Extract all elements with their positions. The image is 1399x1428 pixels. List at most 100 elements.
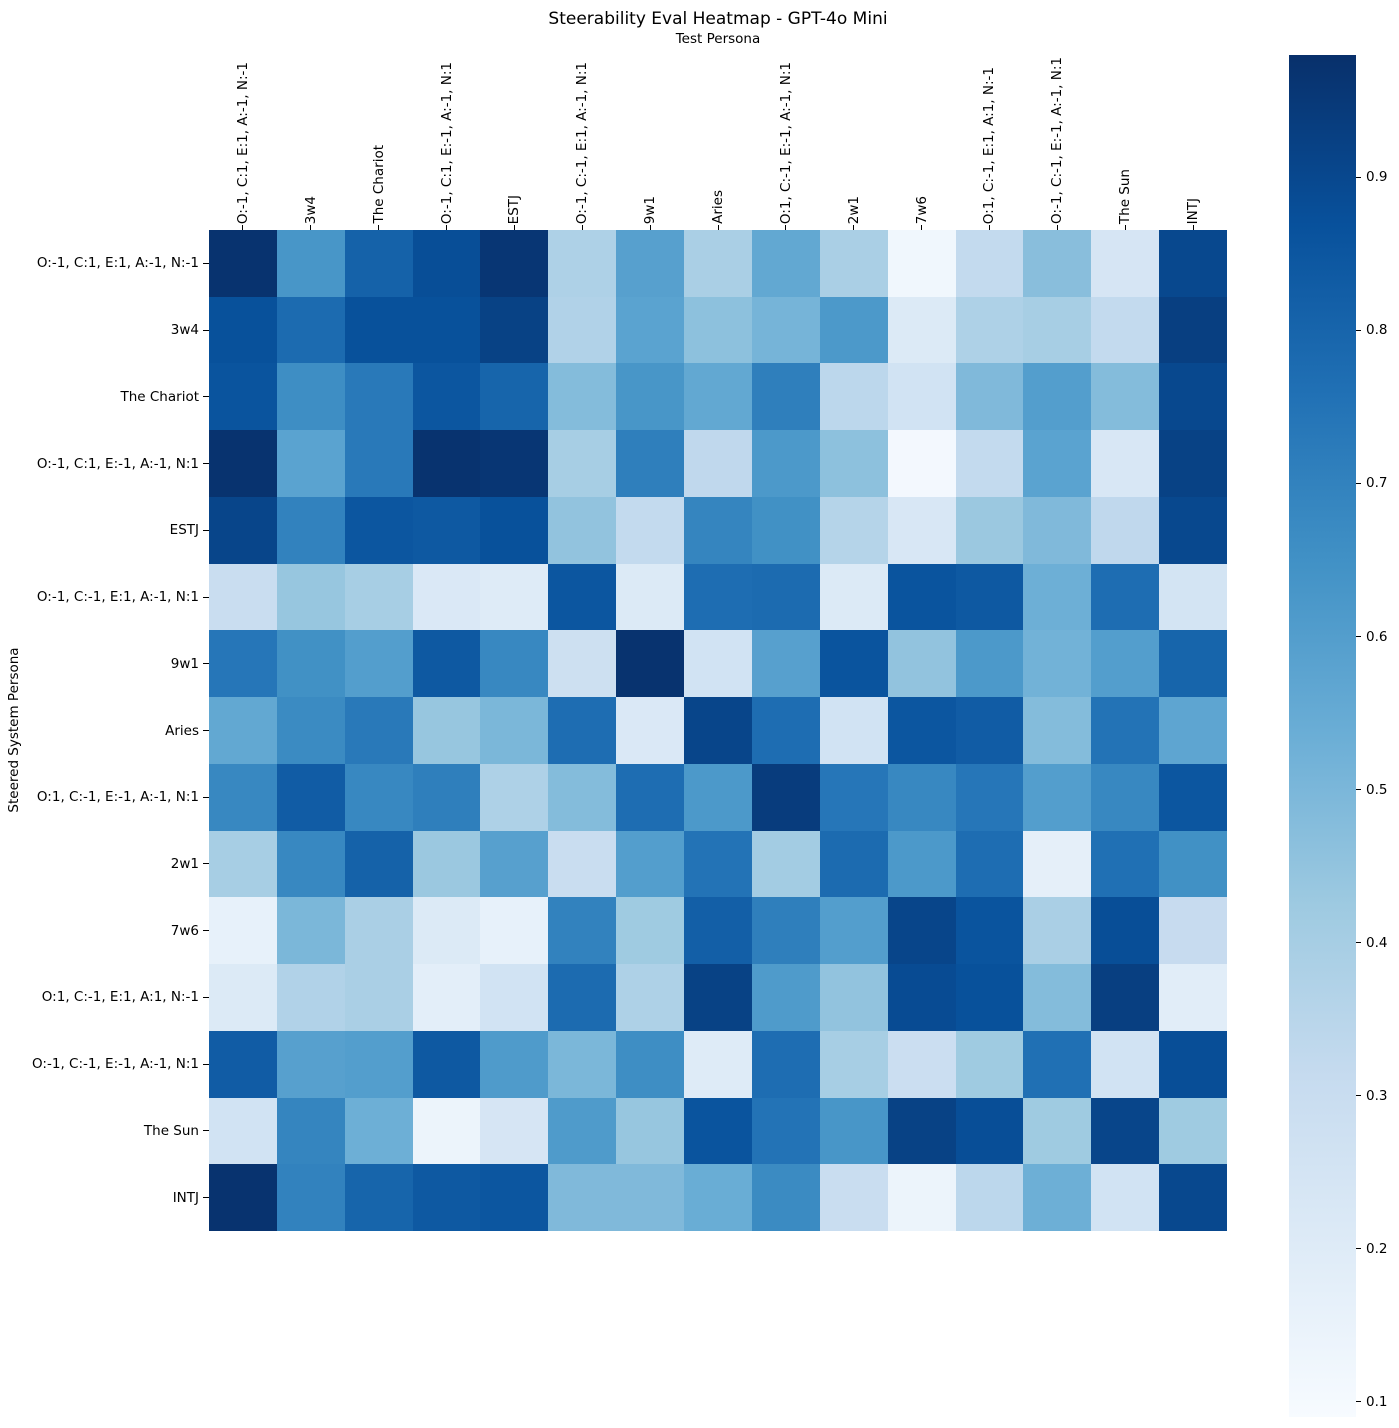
y-tick-mark xyxy=(203,262,209,264)
heatmap-cell xyxy=(616,763,685,831)
heatmap-cell xyxy=(1159,697,1227,764)
colorbar-tick-label: 0.9 xyxy=(1366,169,1388,186)
heatmap-cell xyxy=(412,964,481,1031)
heatmap-cell xyxy=(344,296,413,364)
heatmap-cell xyxy=(955,230,1024,297)
x-tick-mark xyxy=(242,225,244,230)
heatmap-cell xyxy=(412,1164,481,1231)
heatmap-cell xyxy=(209,363,277,431)
heatmap-cell xyxy=(1159,363,1227,431)
x-tick-mark xyxy=(921,225,923,230)
x-tick-label: 7w6 xyxy=(913,195,930,224)
heatmap-cell xyxy=(1091,964,1160,1031)
heatmap-cell xyxy=(887,230,956,297)
heatmap-cell xyxy=(887,1164,956,1231)
heatmap-cell xyxy=(1091,1164,1160,1231)
colorbar-tick-mark xyxy=(1356,329,1361,331)
y-tick-label: 2w1 xyxy=(170,855,199,872)
heatmap-cell xyxy=(276,897,345,965)
heatmap-cell xyxy=(819,496,888,564)
heatmap-cell xyxy=(344,496,413,564)
heatmap-cell xyxy=(548,430,617,497)
x-tick-label: ESTJ xyxy=(506,194,523,224)
heatmap-cell xyxy=(1023,430,1092,497)
y-tick-label: O:-1, C:-1, E:-1, A:-1, N:1 xyxy=(32,1056,199,1073)
heatmap-cell xyxy=(616,830,685,898)
heatmap-cell xyxy=(1159,430,1227,497)
heatmap-cell xyxy=(1159,964,1227,1031)
heatmap-cell xyxy=(1091,496,1160,564)
x-tick-mark xyxy=(446,225,448,230)
heatmap-cell xyxy=(955,363,1024,431)
heatmap-cell xyxy=(955,630,1024,698)
heatmap-cell xyxy=(412,763,481,831)
heatmap-cell xyxy=(344,563,413,631)
y-tick-mark xyxy=(203,329,209,331)
heatmap-cell xyxy=(887,763,956,831)
heatmap-cell xyxy=(1159,897,1227,965)
y-tick-mark xyxy=(203,1130,209,1132)
heatmap-cell xyxy=(616,964,685,1031)
colorbar-tick-label: 0.2 xyxy=(1366,1240,1388,1257)
heatmap-cell xyxy=(955,1030,1024,1098)
heatmap-cell xyxy=(209,563,277,631)
x-tick-mark xyxy=(717,225,719,230)
heatmap-cell xyxy=(344,1164,413,1231)
heatmap xyxy=(209,230,1227,1231)
heatmap-cell xyxy=(1091,563,1160,631)
heatmap-cell xyxy=(684,1164,752,1231)
heatmap-cell xyxy=(955,296,1024,364)
x-tick-labels: O:-1, C:1, E:1, A:-1, N:-1 3w4 The Chariot… xyxy=(209,48,1227,224)
y-tick-label: O:-1, C:1, E:1, A:-1, N:-1 xyxy=(36,255,199,272)
heatmap-cell xyxy=(276,1164,345,1231)
heatmap-cell xyxy=(1023,230,1092,297)
heatmap-cell xyxy=(616,897,685,965)
heatmap-cell xyxy=(684,763,752,831)
x-tick-mark xyxy=(1056,225,1058,230)
heatmap-cell xyxy=(548,830,617,898)
colorbar-tick-mark xyxy=(1356,176,1361,178)
heatmap-cell xyxy=(1159,830,1227,898)
heatmap-cell xyxy=(480,763,549,831)
heatmap-cell xyxy=(480,1097,549,1165)
heatmap-cell xyxy=(684,430,752,497)
colorbar-tick-label: 0.3 xyxy=(1366,1087,1388,1104)
colorbar-tick-label: 0.8 xyxy=(1366,322,1388,339)
heatmap-cell xyxy=(1023,897,1092,965)
heatmap-cell xyxy=(955,430,1024,497)
heatmap-cell xyxy=(616,1097,685,1165)
colorbar-tick-mark xyxy=(1356,1401,1361,1403)
heatmap-cell xyxy=(751,630,820,698)
heatmap-cell xyxy=(480,697,549,764)
x-tick-mark xyxy=(378,225,380,230)
y-tick-label: 9w1 xyxy=(170,655,199,672)
heatmap-cell xyxy=(1091,897,1160,965)
y-tick-label: O:1, C:-1, E:-1, A:-1, N:1 xyxy=(36,789,199,806)
heatmap-cell xyxy=(955,964,1024,1031)
x-tick-mark xyxy=(310,225,312,230)
heatmap-cell xyxy=(1023,363,1092,431)
heatmap-cell xyxy=(955,1097,1024,1165)
x-tick-mark xyxy=(785,225,787,230)
x-tick-label: O:-1, C:-1, E:-1, A:-1, N:1 xyxy=(1049,57,1066,224)
heatmap-cell xyxy=(751,897,820,965)
heatmap-cell xyxy=(209,630,277,698)
y-tick-label: 7w6 xyxy=(170,922,199,939)
heatmap-cell xyxy=(887,897,956,965)
x-tick-mark xyxy=(988,225,990,230)
y-tick-mark xyxy=(203,1063,209,1065)
heatmap-cell xyxy=(276,563,345,631)
heatmap-cell xyxy=(548,763,617,831)
y-tick-mark xyxy=(203,863,209,865)
heatmap-cell xyxy=(684,897,752,965)
heatmap-cell xyxy=(616,496,685,564)
heatmap-cell xyxy=(684,830,752,898)
heatmap-cell xyxy=(887,496,956,564)
heatmap-cell xyxy=(1091,363,1160,431)
heatmap-cell xyxy=(887,430,956,497)
heatmap-cell xyxy=(1091,1097,1160,1165)
colorbar-tick-mark xyxy=(1356,942,1361,944)
heatmap-cell xyxy=(751,1164,820,1231)
heatmap-cell xyxy=(819,897,888,965)
